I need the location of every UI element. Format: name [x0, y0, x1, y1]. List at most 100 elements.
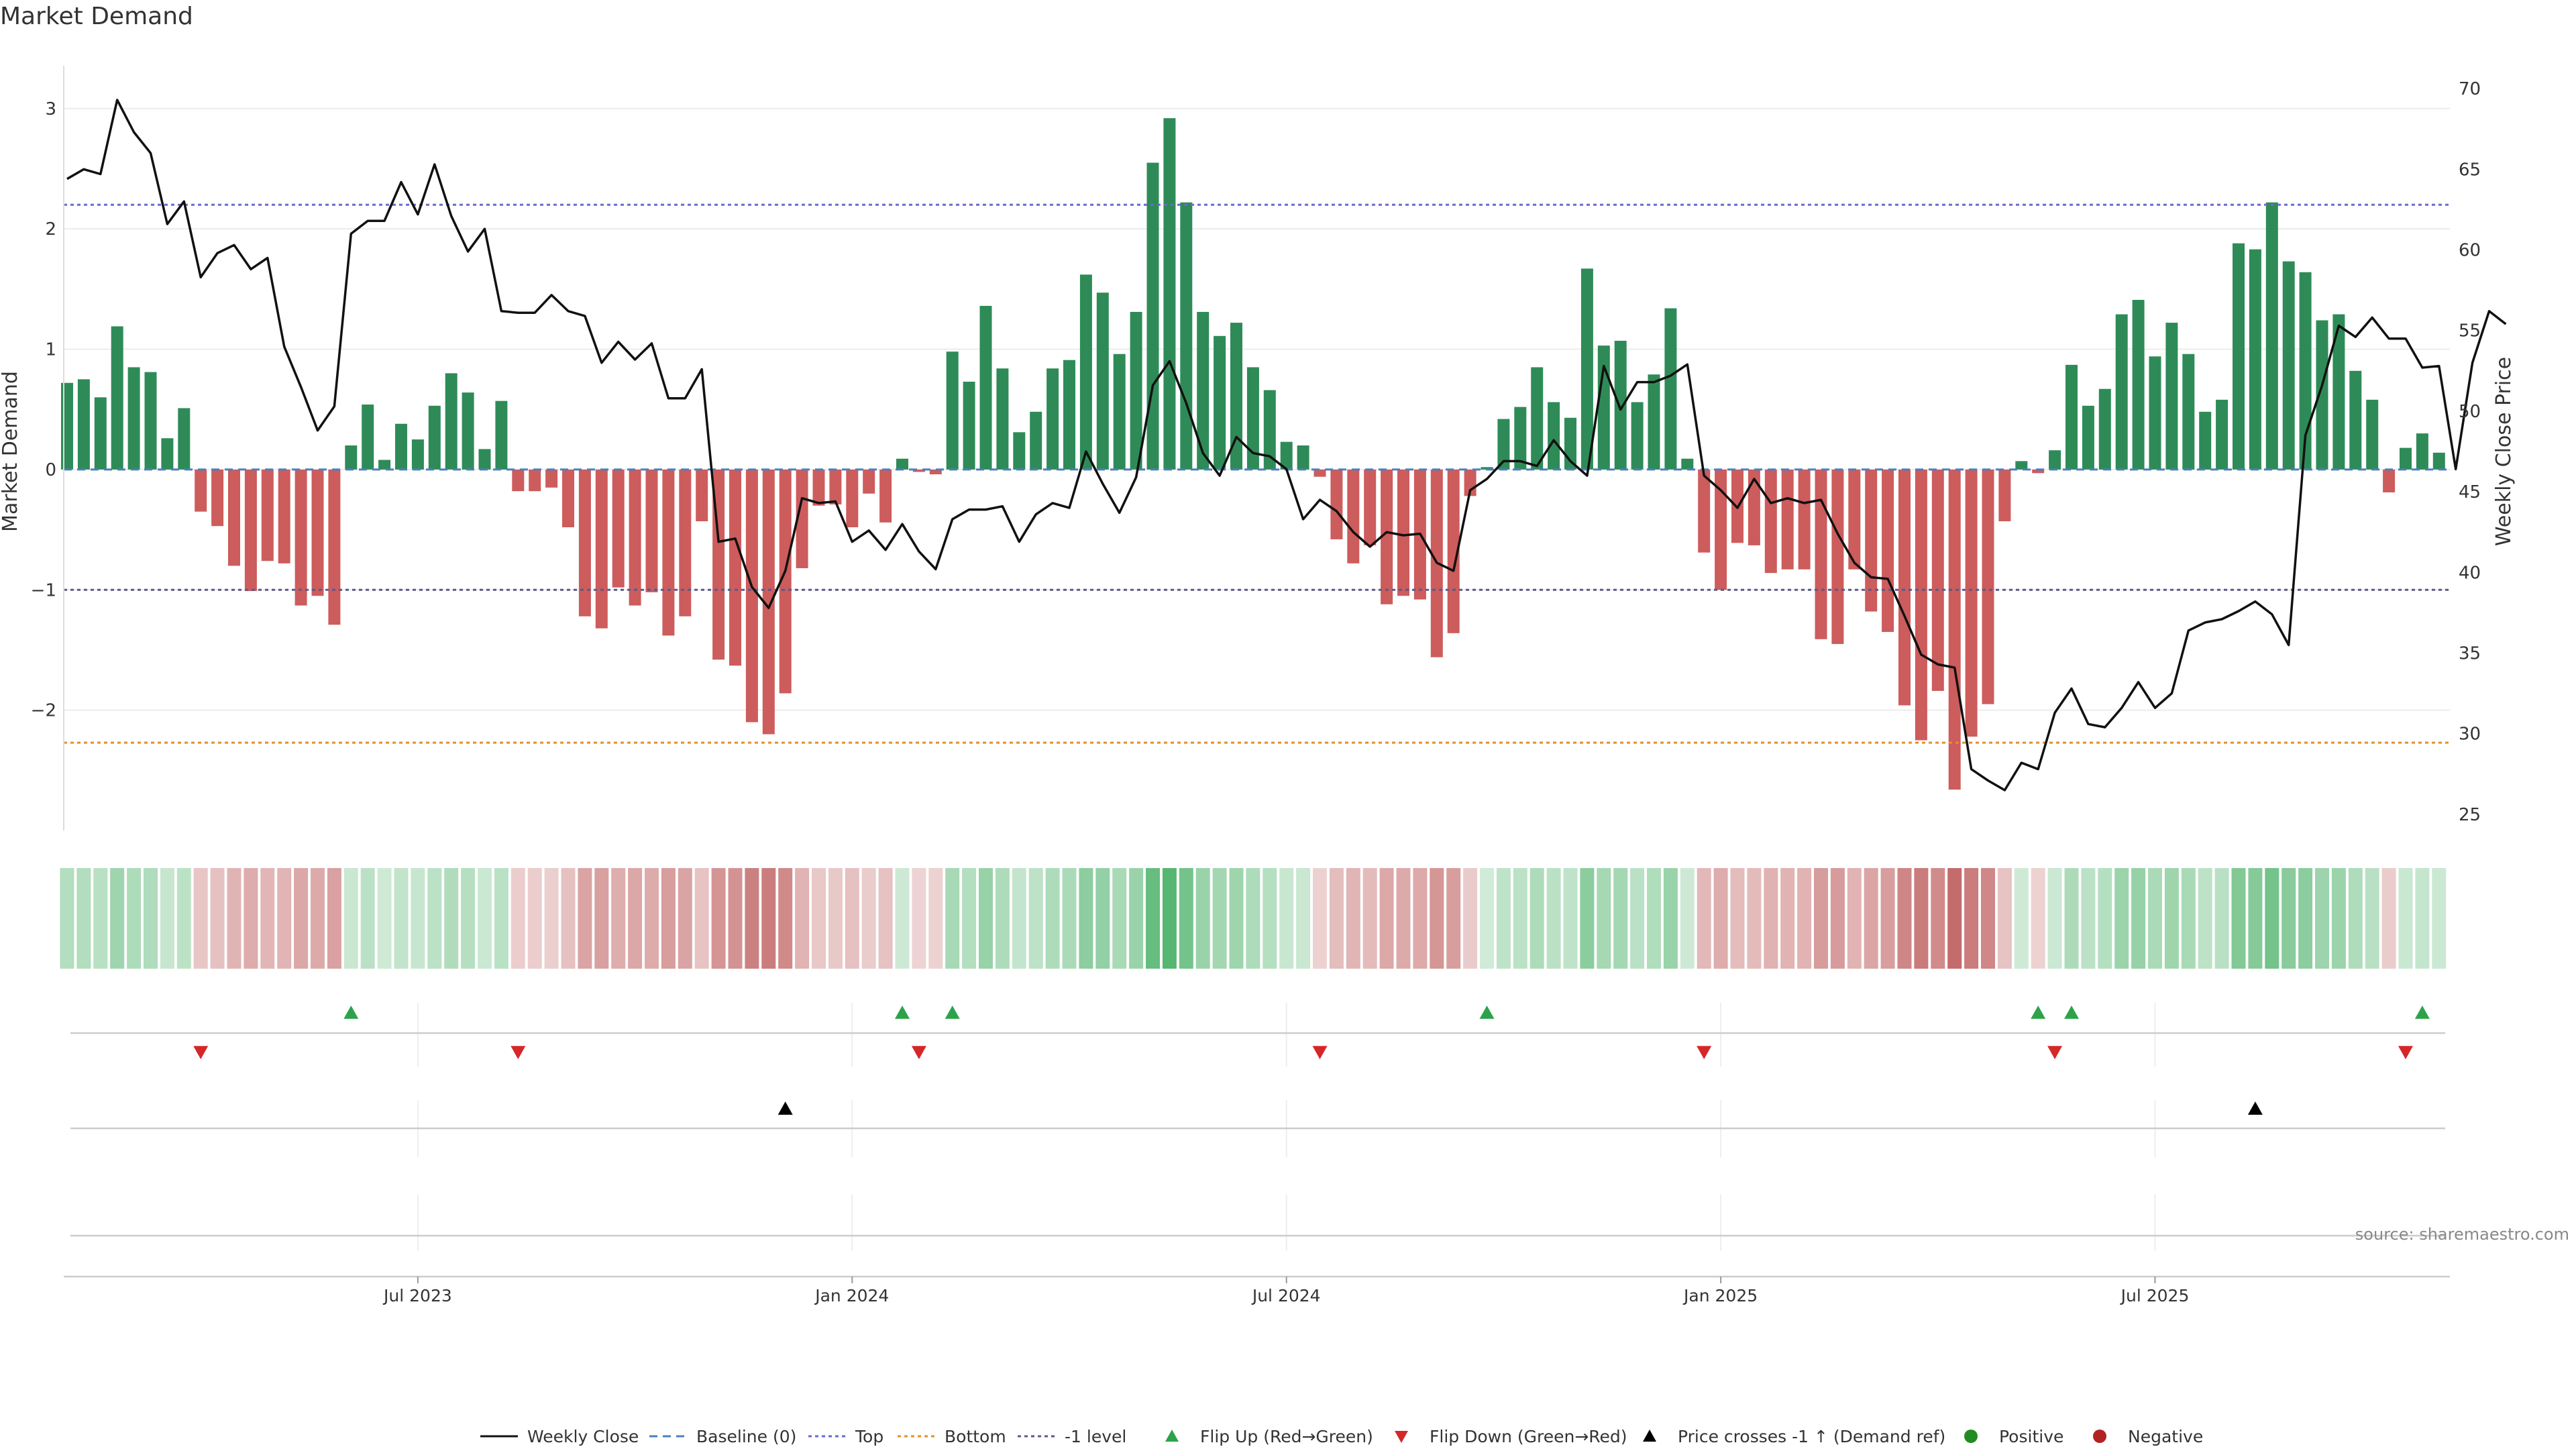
heat-cell	[778, 868, 793, 969]
heat-cell	[861, 868, 876, 969]
right-tick-label: 35	[2459, 644, 2481, 664]
heat-cell	[1997, 868, 2012, 969]
heat-cell	[645, 868, 659, 969]
legend-flip-up-icon	[1165, 1430, 1179, 1442]
axes: 3 2 1 0 −1 −2 70 65 60 55 50 45 40 35 30 25 Market Deman…	[0, 66, 2516, 830]
heat-cell	[1296, 868, 1311, 969]
demand-bar	[1063, 360, 1075, 470]
heat-cell	[1563, 868, 1578, 969]
heat-cell	[895, 868, 910, 969]
legend-cross-icon	[1643, 1430, 1656, 1442]
legend-item: Price crosses -1 ↑ (Demand ref)	[1643, 1427, 1945, 1446]
heat-cell	[1546, 868, 1561, 969]
reference-levels	[64, 203, 2450, 744]
left-tick-label: −2	[31, 701, 56, 721]
heat-cell	[2381, 868, 2396, 969]
demand-bar	[1715, 469, 1727, 590]
demand-bar	[77, 379, 90, 470]
heat-cell	[1496, 868, 1511, 969]
heat-cell	[2331, 868, 2346, 969]
demand-bar	[2282, 261, 2295, 470]
demand-bar	[2149, 356, 2161, 470]
demand-bar	[2115, 314, 2128, 470]
heat-cell	[845, 868, 859, 969]
demand-bar	[1815, 469, 1827, 639]
demand-bar	[1548, 402, 1560, 470]
demand-bar	[1764, 469, 1777, 574]
demand-bar	[745, 469, 758, 722]
heat-cell	[1730, 868, 1745, 969]
heat-cell	[210, 868, 225, 969]
x-tick-label: Jan 2025	[1682, 1286, 1758, 1305]
heat-cell	[1045, 868, 1060, 969]
heat-cell	[527, 868, 542, 969]
flip-up-marker	[2414, 1006, 2430, 1019]
legend-item: Top	[808, 1427, 883, 1446]
demand-bar	[1497, 419, 1510, 470]
demand-bar	[195, 469, 207, 512]
demand-bar	[1447, 469, 1460, 633]
flip-down-marker	[1697, 1046, 1712, 1059]
heat-cell	[878, 868, 893, 969]
heat-cell	[1112, 868, 1127, 969]
heat-cell	[2148, 868, 2162, 969]
heat-cell	[327, 868, 341, 969]
legend-flip-down-icon	[1395, 1431, 1408, 1443]
right-tick-label: 55	[2459, 321, 2481, 341]
heat-cell	[511, 868, 525, 969]
heat-cell	[1597, 868, 1611, 969]
heat-cell	[1680, 868, 1695, 969]
heat-cell	[1430, 868, 1444, 969]
heat-cell	[561, 868, 576, 969]
heat-cell	[979, 868, 993, 969]
heat-cell	[478, 868, 492, 969]
flip-up-marker	[895, 1006, 910, 1019]
demand-bar	[762, 469, 775, 735]
demand-bar	[2432, 452, 2445, 470]
heat-cell	[1847, 868, 1862, 969]
demand-bar	[529, 469, 541, 492]
heat-cell	[1313, 868, 1327, 969]
heat-cell	[962, 868, 977, 969]
demand-bar	[779, 469, 792, 694]
legend-label: Flip Down (Green→Red)	[1430, 1427, 1627, 1446]
demand-bar	[1197, 311, 1210, 470]
demand-bar	[562, 469, 574, 527]
demand-bar	[94, 397, 107, 470]
demand-bar	[1965, 469, 1978, 737]
flip-down-marker	[911, 1046, 926, 1059]
heat-cell	[1513, 868, 1527, 969]
legend-item: Baseline (0)	[649, 1427, 796, 1446]
heat-cell	[260, 868, 275, 969]
heat-cell	[494, 868, 508, 969]
flip-down-marker	[1312, 1046, 1328, 1059]
demand-bar	[178, 408, 191, 470]
right-tick-label: 30	[2459, 724, 2481, 745]
heat-cell	[1663, 868, 1678, 969]
heat-cell	[578, 868, 592, 969]
heat-cell	[2315, 868, 2329, 969]
demand-bar	[963, 381, 975, 470]
heat-cell	[244, 868, 258, 969]
heat-cell	[2348, 868, 2363, 969]
demand-bar	[846, 469, 859, 527]
demand-bar	[829, 469, 842, 504]
heat-cell	[1229, 868, 1244, 969]
heat-cell	[193, 868, 208, 969]
heat-cell	[1947, 868, 1962, 969]
demand-bar	[362, 405, 374, 470]
demand-bar	[1230, 323, 1242, 470]
heat-cell	[828, 868, 843, 969]
demand-bar	[2165, 323, 2178, 470]
heat-cell	[1263, 868, 1277, 969]
heat-cell	[110, 868, 125, 969]
heat-cell	[1146, 868, 1160, 969]
heat-cell	[2415, 868, 2430, 969]
heat-cell	[1346, 868, 1360, 969]
demand-bar	[1614, 340, 1627, 470]
heat-cell	[343, 868, 358, 969]
demand-bar	[1798, 469, 1811, 570]
right-tick-label: 70	[2459, 79, 2481, 99]
heat-cell	[1814, 868, 1828, 969]
demand-bar	[879, 469, 892, 523]
